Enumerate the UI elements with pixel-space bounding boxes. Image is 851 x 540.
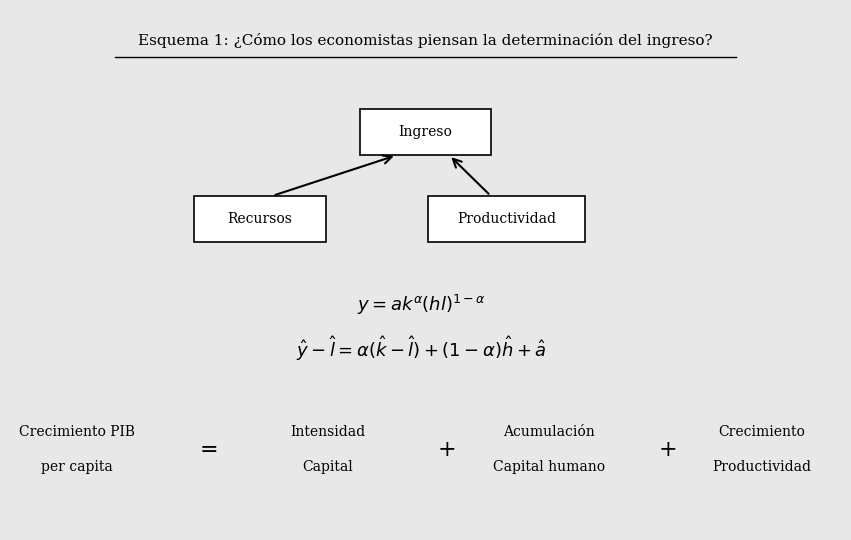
Text: Ingreso: Ingreso — [398, 125, 453, 139]
Text: $y = ak^{\alpha}(hl)^{1-\alpha}$: $y = ak^{\alpha}(hl)^{1-\alpha}$ — [357, 293, 486, 317]
Text: Crecimiento PIB: Crecimiento PIB — [19, 425, 134, 439]
Bar — [193, 195, 325, 241]
Text: +: + — [437, 438, 456, 461]
Text: Acumulación: Acumulación — [503, 425, 595, 439]
Text: $\hat{y} - \hat{l} = \alpha(\hat{k} - \hat{l}) + (1-\alpha)\hat{h} + \hat{a}$: $\hat{y} - \hat{l} = \alpha(\hat{k} - \h… — [296, 334, 546, 363]
Text: Esquema 1: ¿Cómo los economistas piensan la determinación del ingreso?: Esquema 1: ¿Cómo los economistas piensan… — [138, 33, 713, 48]
Text: Productividad: Productividad — [457, 212, 556, 226]
Text: Intensidad: Intensidad — [290, 425, 365, 439]
Text: Crecimiento: Crecimiento — [718, 425, 805, 439]
Text: +: + — [659, 438, 677, 461]
Text: per capita: per capita — [41, 460, 112, 474]
Bar — [427, 195, 585, 241]
Bar — [359, 109, 492, 156]
Text: =: = — [199, 438, 218, 461]
Text: Capital: Capital — [302, 460, 353, 474]
Text: Productividad: Productividad — [712, 460, 811, 474]
Text: Capital humano: Capital humano — [493, 460, 605, 474]
Text: Recursos: Recursos — [227, 212, 292, 226]
